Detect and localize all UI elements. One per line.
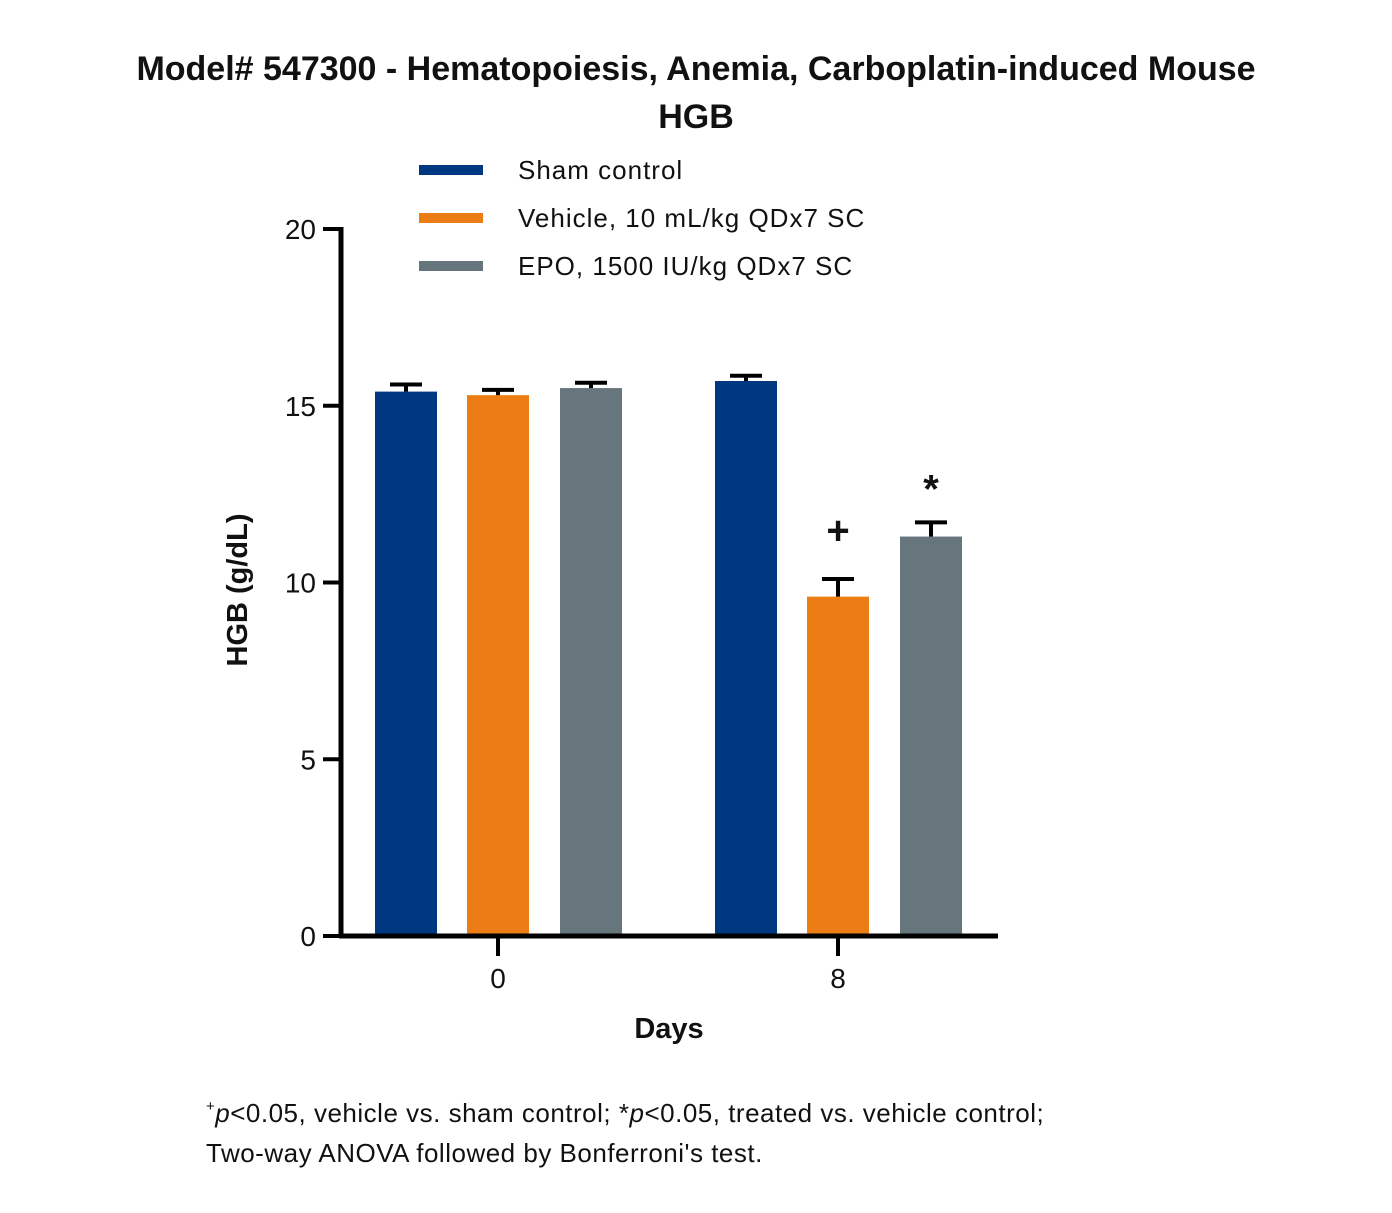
chart-title-line1: Model# 547300 - Hematopoiesis, Anemia, C… [136,50,1255,88]
x-tick-label-0: 0 [490,963,506,994]
bar-1-day-8 [715,381,777,936]
legend: Sham control Vehicle, 10 mL/kg QDx7 SC EPO… [419,155,865,281]
footnote-p-2: p [629,1098,645,1128]
y-axis-title: HGB (g/dL) [222,513,254,666]
footnote-text-2: <0.05, treated vs. vehicle control; [644,1098,1045,1128]
y-tick-label-15: 15 [285,391,316,422]
bar-1-day-0 [375,391,437,936]
bar-2-day-0 [467,395,529,936]
y-tick-label-5: 5 [300,744,316,775]
legend-label-3: EPO, 1500 IU/kg QDx7 SC [518,251,853,281]
footnote: +p<0.05, vehicle vs. sham control; *p<0.… [206,1093,1356,1173]
legend-label-2: Vehicle, 10 mL/kg QDx7 SC [518,203,865,233]
plot-area: + * 0 5 10 15 20 0 8 [285,214,998,994]
footnote-plus-sup: + [206,1098,216,1115]
y-tick-label-0: 0 [300,921,316,952]
legend-swatch-3 [419,261,483,271]
y-tick-label-20: 20 [285,214,316,245]
x-tick-label-8: 8 [830,963,846,994]
significance-mark-3-day-8: * [923,467,939,511]
x-axis-title: Days [634,1013,703,1045]
bar-2-day-8 [807,596,869,936]
bar-3-day-0 [560,388,622,936]
legend-label-1: Sham control [518,155,683,185]
bar-chart: Model# 547300 - Hematopoiesis, Anemia, C… [136,50,1255,1045]
footnote-text-1: <0.05, vehicle vs. sham control; * [230,1098,630,1128]
y-tick-label-10: 10 [285,568,316,599]
chart-title-line2: HGB [658,98,734,136]
legend-swatch-2 [419,213,483,223]
legend-swatch-1 [419,165,483,175]
footnote-line-1: +p<0.05, vehicle vs. sham control; *p<0.… [206,1093,1356,1133]
significance-mark-2-day-8: + [826,509,849,553]
bar-3-day-8 [900,536,962,936]
footnote-line-2: Two-way ANOVA followed by Bonferroni's t… [206,1138,763,1168]
footnote-p-1: p [215,1098,231,1128]
